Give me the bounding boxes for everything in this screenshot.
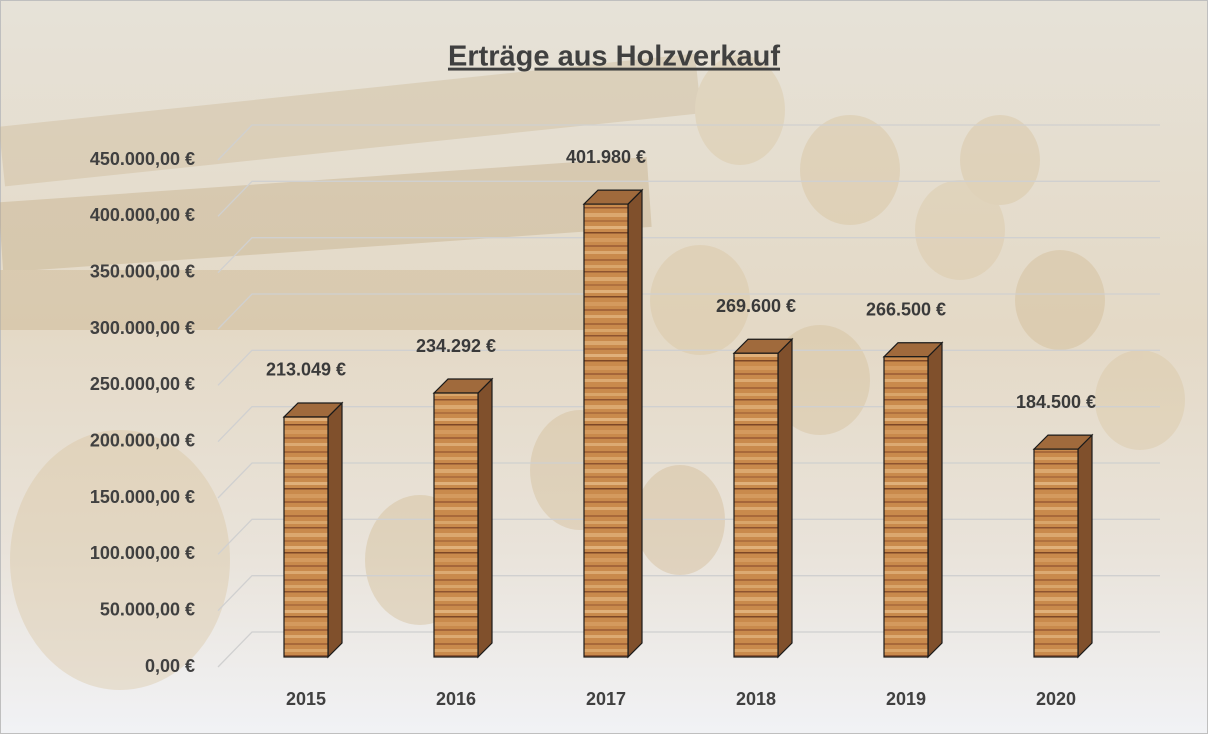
y-tick-label: 200.000,00 € <box>90 430 195 450</box>
value-label: 234.292 € <box>416 336 496 356</box>
y-tick-label: 50.000,00 € <box>100 599 195 619</box>
bar <box>1034 449 1078 657</box>
y-tick-label: 300.000,00 € <box>90 318 195 338</box>
x-tick-label: 2017 <box>586 689 626 709</box>
y-tick-label: 100.000,00 € <box>90 543 195 563</box>
bar-side <box>478 379 492 657</box>
bar-side <box>928 343 942 657</box>
bar-side <box>628 190 642 657</box>
bar <box>434 393 478 657</box>
y-tick-label: 150.000,00 € <box>90 487 195 507</box>
x-tick-label: 2020 <box>1036 689 1076 709</box>
value-label: 401.980 € <box>566 147 646 167</box>
value-label: 266.500 € <box>866 299 946 319</box>
bar <box>284 417 328 657</box>
y-tick-label: 350.000,00 € <box>90 261 195 281</box>
y-tick-label: 400.000,00 € <box>90 205 195 225</box>
bar-side <box>1078 435 1092 657</box>
bar <box>734 353 778 657</box>
y-tick-label: 250.000,00 € <box>90 374 195 394</box>
chart: Erträge aus Holzverkauf 0,00 € 50.000,00 … <box>0 0 1208 734</box>
x-tick-label: 2015 <box>286 689 326 709</box>
y-tick-label: 450.000,00 € <box>90 149 195 169</box>
value-label: 213.049 € <box>266 360 346 380</box>
value-label: 269.600 € <box>716 296 796 316</box>
bar-side <box>328 403 342 657</box>
y-tick-label: 0,00 € <box>145 656 195 676</box>
bar-side <box>778 339 792 657</box>
value-label: 184.500 € <box>1016 392 1096 412</box>
chart-title: Erträge aus Holzverkauf <box>448 41 780 73</box>
x-tick-label: 2019 <box>886 689 926 709</box>
x-tick-label: 2016 <box>436 689 476 709</box>
x-tick-label: 2018 <box>736 689 776 709</box>
bar <box>584 204 628 657</box>
bar <box>884 357 928 657</box>
